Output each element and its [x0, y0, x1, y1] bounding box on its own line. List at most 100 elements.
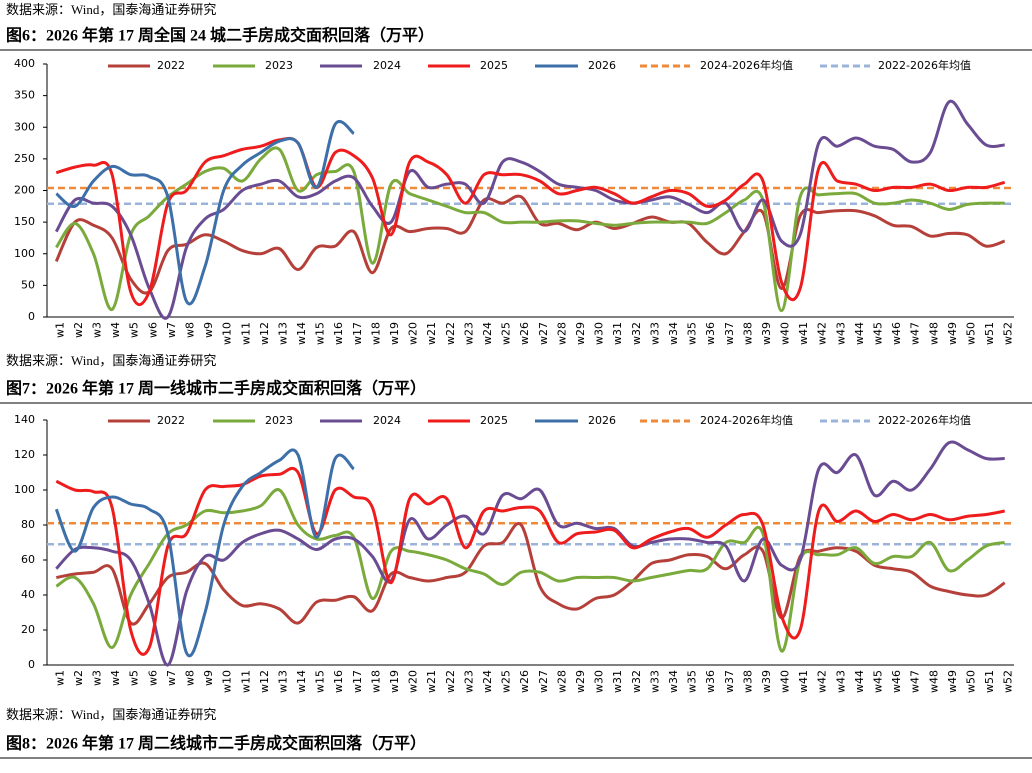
series-line: [55, 440, 1005, 667]
x-tick-label: w12: [258, 670, 271, 693]
legend-label: 2022: [157, 414, 185, 427]
y-tick-label: 140: [14, 413, 35, 426]
x-tick-label: w41: [797, 322, 810, 345]
y-tick-label: 350: [14, 89, 35, 102]
x-tick-label: w50: [965, 322, 978, 345]
x-tick-label: w31: [611, 322, 624, 345]
y-tick-label: 250: [14, 152, 35, 165]
figure-title: 图6：2026 年第 17 周全国 24 城二手房成交面积回落（万平）: [6, 26, 434, 45]
legend-label: 2024-2026年均值: [700, 58, 793, 72]
x-tick-label: w51: [983, 322, 996, 345]
x-tick-label: w16: [332, 670, 345, 693]
x-tick-label: w46: [890, 322, 903, 345]
x-tick-label: w9: [202, 322, 215, 338]
x-tick-label: w10: [221, 670, 234, 693]
x-tick-label: w27: [537, 322, 550, 345]
legend-label: 2023: [265, 414, 293, 427]
x-tick-label: w45: [872, 670, 885, 693]
x-tick-label: w20: [407, 322, 420, 345]
y-tick-label: 100: [14, 483, 35, 496]
series-line: [54, 99, 1005, 320]
y-tick-label: 20: [21, 623, 35, 636]
x-tick-label: w4: [109, 322, 122, 338]
x-tick-label: w11: [239, 670, 252, 693]
x-tick-label: w47: [909, 670, 922, 693]
x-tick-label: w4: [109, 670, 122, 686]
x-tick-label: w15: [314, 322, 327, 345]
y-tick-label: 300: [14, 120, 35, 133]
x-tick-label: w44: [853, 322, 866, 345]
x-tick-label: w23: [462, 670, 475, 693]
x-tick-label: w40: [779, 322, 792, 345]
legend-label: 2024-2026年均值: [700, 413, 793, 427]
x-tick-label: w16: [332, 322, 345, 345]
x-tick-label: w39: [760, 322, 773, 345]
y-tick-label: 80: [21, 518, 35, 531]
y-tick-label: 40: [21, 588, 35, 601]
y-tick-label: 0: [28, 310, 35, 323]
x-tick-label: w19: [388, 670, 401, 693]
series-line: [54, 194, 1006, 295]
x-tick-label: w34: [667, 322, 680, 345]
x-tick-label: w25: [500, 322, 513, 345]
x-tick-label: w34: [667, 670, 680, 693]
x-tick-label: w23: [462, 322, 475, 345]
x-tick-label: w21: [425, 322, 438, 345]
x-tick-label: w17: [351, 670, 364, 693]
x-tick-label: w22: [444, 322, 457, 345]
source-text: 数据来源：Wind，国泰海通证券研究: [6, 2, 216, 17]
x-tick-label: w42: [816, 670, 829, 693]
x-tick-label: w26: [518, 322, 531, 345]
y-tick-label: 50: [21, 278, 35, 291]
legend-label: 2026: [588, 414, 616, 427]
series-line: [55, 120, 355, 306]
x-tick-label: w52: [1002, 322, 1015, 345]
series-line: [54, 448, 355, 658]
series-line: [55, 136, 1006, 307]
x-tick-label: w13: [276, 670, 289, 693]
x-tick-label: w3: [90, 322, 103, 338]
x-tick-label: w30: [593, 322, 606, 345]
legend-label: 2024: [373, 59, 401, 72]
x-tick-label: w43: [834, 670, 847, 693]
x-tick-label: w24: [481, 322, 494, 345]
y-tick-label: 100: [14, 247, 35, 260]
x-tick-label: w8: [183, 670, 196, 686]
x-tick-label: w2: [72, 322, 85, 338]
x-tick-label: w27: [537, 670, 550, 693]
x-tick-label: w36: [704, 670, 717, 693]
x-tick-label: w18: [369, 322, 382, 345]
series-line: [55, 467, 1005, 656]
x-tick-label: w40: [779, 670, 792, 693]
y-tick-label: 150: [14, 215, 35, 228]
x-tick-label: w28: [555, 322, 568, 345]
x-tick-label: w1: [53, 322, 66, 338]
x-tick-label: w25: [500, 670, 513, 693]
x-tick-label: w17: [351, 322, 364, 345]
x-tick-label: w28: [555, 670, 568, 693]
x-tick-label: w52: [1002, 670, 1015, 693]
x-tick-label: w33: [648, 322, 661, 345]
x-tick-label: w29: [574, 322, 587, 345]
x-tick-label: w13: [276, 322, 289, 345]
legend-label: 2022-2026年均值: [878, 58, 971, 72]
x-tick-label: w50: [965, 670, 978, 693]
x-tick-label: w51: [983, 670, 996, 693]
x-tick-label: w21: [425, 670, 438, 693]
source-text: 数据来源：Wind，国泰海通证券研究: [6, 707, 216, 722]
figure-title: 图7：2026 年第 17 周一线城市二手房成交面积回落（万平）: [6, 379, 426, 398]
x-tick-label: w37: [723, 670, 736, 693]
x-tick-label: w33: [648, 670, 661, 693]
y-tick-label: 120: [14, 448, 35, 461]
x-tick-label: w46: [890, 670, 903, 693]
x-tick-label: w39: [760, 670, 773, 693]
series-line: [56, 522, 1006, 626]
y-tick-label: 400: [14, 57, 35, 70]
x-tick-label: w44: [853, 670, 866, 693]
series-line: [55, 488, 1005, 653]
x-tick-label: w42: [816, 322, 829, 345]
x-tick-label: w8: [183, 322, 196, 338]
source-text: 数据来源：Wind，国泰海通证券研究: [6, 353, 216, 368]
legend-label: 2026: [588, 59, 616, 72]
